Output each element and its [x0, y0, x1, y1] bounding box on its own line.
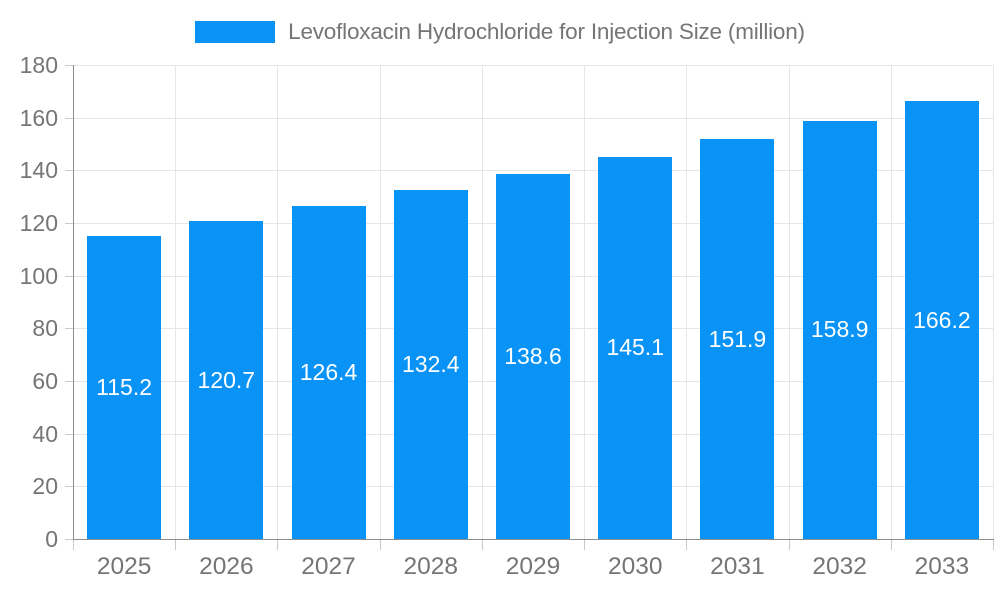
y-axis-tick	[65, 117, 73, 119]
legend-label: Levofloxacin Hydrochloride for Injection…	[288, 19, 805, 44]
bar-value-label: 115.2	[96, 373, 153, 400]
chart-legend: Levofloxacin Hydrochloride for Injection…	[0, 18, 1000, 46]
y-axis-tick	[65, 486, 73, 488]
x-axis-tick	[993, 540, 994, 550]
x-axis-line	[73, 539, 994, 540]
bar: 138.6	[496, 174, 570, 539]
y-axis-tick	[65, 381, 73, 382]
y-axis-tick-label: 0	[45, 526, 58, 552]
gridline-vertical	[175, 65, 176, 539]
x-axis-tick-label: 2029	[505, 553, 561, 580]
x-axis-tick-label: 2025	[96, 553, 152, 580]
plot-area: 0 20 40 60 80 100 120 140 160 180 115.2 2025 120.7 20…	[20, 52, 994, 580]
x-axis-tick	[73, 540, 74, 550]
y-axis-tick-label: 60	[32, 368, 58, 394]
y-axis-tick	[65, 170, 73, 172]
gridline-vertical	[380, 65, 381, 539]
bar-value-label: 132.4	[401, 351, 460, 378]
x-axis-tick	[482, 540, 483, 550]
x-axis-tick-label: 2026	[199, 553, 254, 580]
bar-value-label: 120.7	[197, 366, 256, 393]
x-axis-tick-label: 2030	[607, 553, 663, 580]
gridline-horizontal	[74, 65, 994, 66]
bar: 132.4	[393, 190, 468, 539]
bar-value-label: 126.4	[299, 359, 358, 386]
gridline-horizontal	[74, 170, 994, 172]
gridline-vertical	[891, 65, 892, 539]
y-axis-tick	[65, 539, 73, 540]
y-axis-tick-label: 140	[19, 157, 58, 184]
y-axis-tick-label: 100	[19, 262, 58, 289]
bar: 158.9	[802, 120, 877, 539]
bar: 166.2	[904, 101, 979, 539]
x-axis-tick-label: 2033	[914, 553, 970, 580]
x-axis-tick-label: 2031	[710, 553, 765, 580]
gridline-horizontal	[74, 117, 994, 119]
y-axis-tick-label: 160	[19, 104, 58, 131]
y-axis-tick-label: 180	[19, 52, 58, 78]
x-axis-tick	[175, 540, 176, 550]
bar: 120.7	[189, 221, 264, 539]
y-axis-line	[73, 65, 74, 539]
bar-value-label: 151.9	[708, 325, 767, 352]
y-axis-tick-label: 40	[32, 420, 58, 447]
gridline-vertical	[686, 65, 687, 539]
x-axis-tick	[891, 540, 892, 550]
y-axis-tick-label: 20	[32, 473, 58, 500]
y-axis-tick	[65, 275, 73, 277]
x-axis-tick	[380, 540, 381, 550]
bar: 145.1	[598, 156, 673, 539]
gridline-vertical	[482, 65, 483, 539]
bar: 115.2	[87, 235, 162, 539]
gridline-vertical	[789, 65, 790, 539]
bar-value-label: 138.6	[504, 343, 562, 370]
gridline-vertical	[277, 65, 278, 539]
x-axis-tick	[584, 540, 585, 550]
x-axis-tick	[686, 540, 687, 550]
bar-value-label: 166.2	[913, 306, 971, 333]
legend-swatch	[195, 21, 276, 43]
x-axis-tick-label: 2027	[301, 553, 356, 580]
y-axis-tick	[65, 223, 73, 224]
y-axis-tick	[65, 328, 73, 330]
x-axis-tick	[789, 540, 790, 550]
bar-value-label: 158.9	[810, 316, 869, 343]
bar: 126.4	[291, 206, 366, 539]
x-axis-tick-label: 2032	[812, 553, 867, 580]
y-axis-tick	[65, 65, 73, 66]
x-axis-tick-label: 2028	[403, 553, 459, 580]
y-axis-tick	[65, 433, 73, 435]
bar-value-label: 145.1	[606, 334, 664, 361]
gridline-vertical	[584, 65, 585, 539]
gridline-vertical	[993, 65, 994, 539]
y-axis-tick-label: 80	[32, 315, 58, 342]
y-axis-tick-label: 120	[19, 210, 58, 236]
bar: 151.9	[700, 139, 775, 539]
x-axis-tick	[277, 540, 278, 550]
